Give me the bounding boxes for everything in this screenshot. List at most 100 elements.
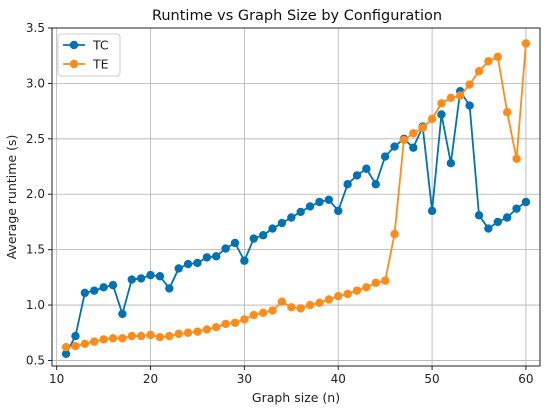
series-te-point (193, 327, 202, 336)
series-te-point (437, 99, 446, 108)
series-te-point (277, 297, 287, 306)
series-tc-point (268, 224, 277, 233)
series-te-point (71, 341, 80, 351)
series-te-point (512, 154, 521, 163)
series-tc-point (371, 180, 380, 189)
series-tc-point (118, 309, 127, 319)
series-te-point (465, 80, 474, 89)
y-axis-label: Average runtime (s) (4, 135, 19, 260)
series-te-point (474, 67, 484, 76)
series-tc-point (202, 253, 212, 262)
series-tc-point (334, 206, 343, 216)
y-tick-label: 1.5 (26, 243, 45, 257)
series-te-point (174, 329, 183, 339)
legend-label: TE (92, 57, 109, 72)
series-te-point (418, 123, 427, 132)
series-tc-point (90, 286, 99, 295)
series-tc-point (61, 349, 71, 359)
series-tc-point (512, 204, 521, 213)
series-te-point (390, 229, 399, 239)
series-te-point (456, 91, 465, 100)
series-tc-point (409, 143, 418, 152)
series-te-point (352, 286, 362, 295)
series-te-point (305, 300, 315, 310)
series-te-point (427, 114, 437, 124)
legend-item-tc: TC (63, 38, 109, 53)
series-te-point (409, 129, 418, 138)
series-tc-point (343, 180, 352, 189)
y-tick-label: 2.5 (26, 132, 45, 146)
series-te-point (296, 304, 305, 313)
series-te-point (61, 342, 71, 352)
series-tc-point (193, 258, 202, 268)
series-layer (61, 39, 531, 359)
series-te-point (493, 52, 502, 62)
y-tick-label: 1.0 (26, 298, 45, 312)
series-te-point (380, 276, 390, 285)
series-te-point (484, 57, 493, 66)
series-tc-point (108, 280, 118, 290)
series-te-point (80, 339, 90, 349)
x-tick-label: 30 (237, 372, 252, 386)
series-tc-point (174, 264, 183, 273)
series-te-point (343, 289, 352, 299)
series-tc-point (446, 159, 456, 168)
y-tick-label: 2.0 (26, 187, 45, 201)
series-tc-point (521, 197, 531, 207)
series-te-point (315, 298, 324, 308)
series-te-point (212, 323, 221, 332)
y-tick-label: 3.0 (26, 76, 45, 90)
series-tc-line (65, 90, 527, 355)
series-tc-point (493, 217, 502, 227)
legend-swatch-marker (69, 59, 79, 69)
series-tc-point (390, 142, 399, 151)
series-te-point (127, 331, 136, 341)
axis-ticks: 10 20 30 40 50 60 0.5 1.0 1.5 2.0 2.5 3.0 3.5 (26, 21, 534, 386)
y-tick-label: 0.5 (26, 353, 45, 367)
legend-item-te: TE (63, 57, 109, 72)
x-tick-label: 60 (518, 372, 533, 386)
series-te-point (90, 337, 99, 346)
series-te-point (118, 334, 127, 343)
series-te-point (221, 319, 230, 329)
series-tc-point (287, 213, 296, 222)
series-te-point (108, 334, 118, 343)
series-tc-point (240, 256, 249, 265)
x-tick-label: 20 (143, 372, 158, 386)
series-tc-point (484, 224, 493, 233)
series-te-point (502, 108, 512, 117)
legend-swatch-marker (69, 40, 79, 50)
series-tc-point (155, 272, 165, 281)
series-tc-point (352, 171, 362, 180)
series-tc-point (230, 238, 240, 248)
x-axis-label: Graph size (n) (252, 390, 340, 405)
series-tc-point (305, 202, 315, 211)
series-te-point (230, 318, 240, 327)
series-te-point (371, 278, 380, 288)
series-te-point (362, 283, 371, 292)
x-tick-label: 50 (424, 372, 439, 386)
series-te-point (446, 93, 456, 103)
series-tc (61, 86, 531, 359)
series-tc-point (71, 331, 80, 341)
series-tc-point (136, 274, 146, 283)
series-tc-point (474, 211, 484, 220)
series-tc-point (315, 197, 324, 207)
series-tc-point (249, 234, 258, 243)
series-tc-point (296, 207, 305, 217)
series-te-point (334, 291, 343, 301)
series-te-point (287, 303, 296, 312)
series-te-point (155, 332, 165, 342)
series-tc-point (183, 259, 193, 269)
series-tc-point (277, 218, 287, 228)
legend-label: TC (92, 38, 109, 53)
series-tc-point (221, 244, 230, 253)
series-te-point (136, 331, 146, 341)
series-te-point (258, 308, 268, 318)
series-tc-point (99, 283, 108, 292)
series-tc-point (427, 206, 437, 216)
series-tc-point (437, 110, 446, 119)
series-te-point (324, 295, 334, 304)
series-te (61, 39, 531, 352)
series-te-point (399, 135, 409, 145)
